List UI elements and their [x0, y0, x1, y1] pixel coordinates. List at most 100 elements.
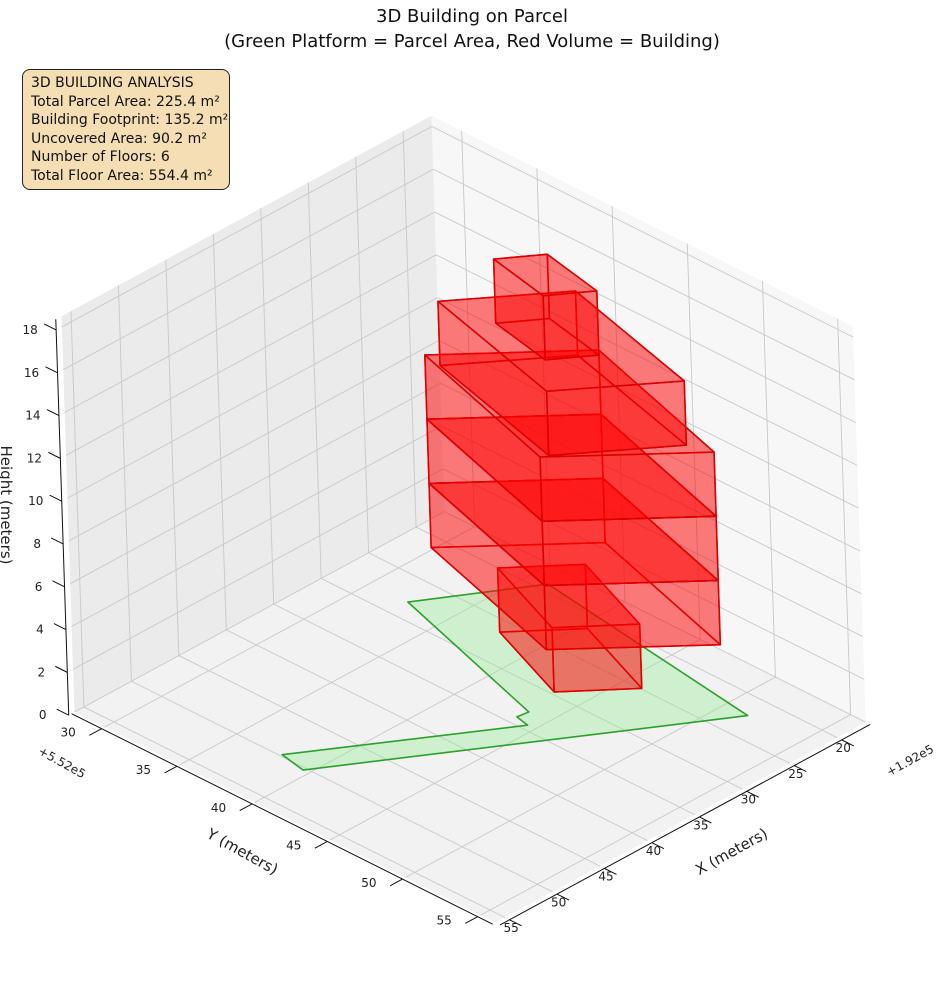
- z-tick-label: 14: [25, 409, 40, 423]
- grid-line-z: [444, 511, 866, 723]
- grid-line-x: [212, 233, 227, 630]
- grid-line-x: [402, 131, 417, 528]
- x-tick-mark: [746, 790, 760, 798]
- grid-line-x: [273, 603, 696, 816]
- info-line-floors: Number of Floors: 6: [31, 149, 170, 165]
- y-tick-mark: [239, 803, 253, 812]
- x-axis-line: [499, 724, 871, 926]
- grid-line-z: [61, 126, 433, 328]
- grid-line-x: [260, 208, 275, 605]
- grid-line-y: [611, 205, 626, 602]
- z-tick-label: 10: [28, 494, 43, 508]
- z-tick-label: 6: [35, 580, 43, 594]
- grid-line-z: [433, 168, 855, 381]
- grid-line-y: [536, 168, 551, 565]
- y-tick-label: 45: [286, 838, 301, 852]
- floor-5-top-face: [437, 290, 685, 393]
- grid-line-z: [72, 468, 444, 670]
- z-tick-mark: [52, 580, 65, 588]
- y-tick-mark: [465, 916, 478, 924]
- z-axis-line: [55, 319, 70, 716]
- x-tick-label: 50: [551, 895, 566, 909]
- axes: 20 25 30 35 40 45 50 55 30 35 40 45 50 55 0 2 4 6 8 10 12 14 1…: [22, 319, 871, 935]
- info-line-parcel-area: Total Parcel Area: 225.4 m²: [31, 93, 220, 110]
- grid-line-y: [837, 318, 852, 715]
- grid-line-z: [63, 168, 434, 371]
- x-tick-mark: [651, 842, 665, 850]
- y-tick-label: 40: [211, 801, 226, 815]
- grid-line-z: [70, 382, 441, 585]
- grid-line-z: [440, 382, 862, 595]
- z-tick-mark: [56, 708, 69, 716]
- x-axis-label: X (meters): [692, 824, 770, 878]
- grid-line-x: [415, 526, 838, 739]
- floor-4-side-face: [539, 451, 717, 522]
- grid-line-z: [434, 211, 857, 424]
- y-tick-label: 55: [437, 914, 452, 928]
- grid-line-z: [64, 211, 435, 413]
- x-tick-mark: [794, 765, 807, 773]
- floor-3-side-face: [541, 515, 719, 587]
- info-heading: 3D BUILDING ANALYSIS: [31, 75, 194, 91]
- grid-line-x: [368, 552, 790, 764]
- plot-marks: [281, 253, 749, 771]
- y-tick-mark: [314, 841, 328, 849]
- grid-line-y: [686, 243, 701, 640]
- grid-line-x: [131, 680, 553, 893]
- y-tick-label: 30: [61, 726, 76, 740]
- grid-line-y: [104, 526, 475, 728]
- z-tick-label: 16: [24, 366, 39, 380]
- z-tick-mark: [43, 323, 57, 331]
- y-tick-label: 35: [136, 763, 151, 777]
- grid-line-z: [67, 297, 438, 499]
- floor-4-top-face: [424, 349, 715, 458]
- z-tick-label: 4: [36, 623, 44, 637]
- grid-line-z: [435, 254, 858, 466]
- chart-subtitle: (Green Platform = Parcel Area, Red Volum…: [224, 31, 720, 52]
- z-tick-label: 0: [39, 708, 47, 722]
- y-tick-label: 50: [361, 876, 376, 890]
- analysis-info-box: 3D BUILDING ANALYSIS Total Parcel Area: …: [22, 69, 230, 190]
- y-tick-mark: [164, 765, 178, 774]
- x-tick-mark: [699, 816, 712, 824]
- grid-line-x: [70, 311, 85, 707]
- parcel-polygon: [281, 583, 749, 771]
- z-tick-label: 12: [27, 451, 42, 465]
- x-tick-label: 55: [504, 921, 519, 935]
- grid-line-z: [431, 126, 854, 338]
- x-tick-mark: [509, 919, 522, 927]
- z-tick-mark: [53, 623, 67, 631]
- z-tick-mark: [49, 494, 62, 502]
- grid-line-x: [165, 259, 180, 656]
- y-tick-mark: [89, 728, 102, 736]
- z-tick-label: 18: [22, 323, 37, 337]
- grid-line-z: [441, 425, 864, 638]
- z-tick-mark: [48, 451, 61, 459]
- grid-lines: [61, 126, 866, 918]
- x-tick-label: 35: [693, 818, 708, 832]
- grid-line-y: [461, 130, 476, 527]
- x-tick-mark: [556, 893, 570, 901]
- grid-line-z: [74, 511, 445, 713]
- grid-line-x: [83, 706, 506, 918]
- grid-line-x: [226, 629, 648, 841]
- x-tick-label: 25: [788, 767, 803, 781]
- z-tick-mark: [50, 537, 64, 545]
- z-tick-label: 8: [33, 537, 41, 551]
- z-tick-mark: [46, 409, 60, 417]
- z-tick-mark: [55, 665, 68, 673]
- floor-5-side-face: [545, 380, 688, 457]
- floor-2-side-face: [543, 579, 722, 651]
- grid-line-y: [405, 676, 776, 878]
- x-tick-label: 40: [646, 844, 661, 858]
- grid-line-x: [320, 578, 743, 790]
- floor-6-side-face: [542, 290, 600, 361]
- grid-line-y: [762, 281, 776, 678]
- floor-pane: [74, 511, 866, 923]
- grid-line-x: [355, 156, 370, 553]
- y-axis-label: Y (meters): [203, 824, 281, 878]
- x-tick-mark: [604, 867, 617, 875]
- z-tick-label: 2: [38, 665, 46, 679]
- grid-line-x: [117, 285, 132, 682]
- grid-line-z: [71, 425, 442, 627]
